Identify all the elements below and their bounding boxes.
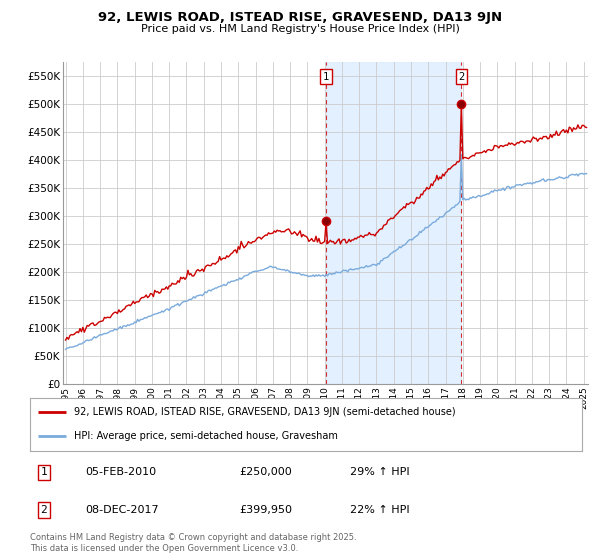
Text: 1: 1 (40, 468, 47, 478)
Text: 08-DEC-2017: 08-DEC-2017 (85, 505, 159, 515)
Text: 2: 2 (458, 72, 464, 82)
Text: 22% ↑ HPI: 22% ↑ HPI (350, 505, 410, 515)
Text: £250,000: £250,000 (240, 468, 293, 478)
Text: Contains HM Land Registry data © Crown copyright and database right 2025.
This d: Contains HM Land Registry data © Crown c… (30, 533, 356, 553)
Bar (326, 62, 461, 384)
Text: 2: 2 (40, 505, 47, 515)
Text: £399,950: £399,950 (240, 505, 293, 515)
Text: 92, LEWIS ROAD, ISTEAD RISE, GRAVESEND, DA13 9JN (semi-detached house): 92, LEWIS ROAD, ISTEAD RISE, GRAVESEND, … (74, 407, 456, 417)
Text: 05-FEB-2010: 05-FEB-2010 (85, 468, 157, 478)
Text: 1: 1 (323, 72, 329, 82)
Text: Price paid vs. HM Land Registry's House Price Index (HPI): Price paid vs. HM Land Registry's House … (140, 24, 460, 34)
Text: 92, LEWIS ROAD, ISTEAD RISE, GRAVESEND, DA13 9JN: 92, LEWIS ROAD, ISTEAD RISE, GRAVESEND, … (98, 11, 502, 24)
Text: HPI: Average price, semi-detached house, Gravesham: HPI: Average price, semi-detached house,… (74, 431, 338, 441)
Text: 29% ↑ HPI: 29% ↑ HPI (350, 468, 410, 478)
